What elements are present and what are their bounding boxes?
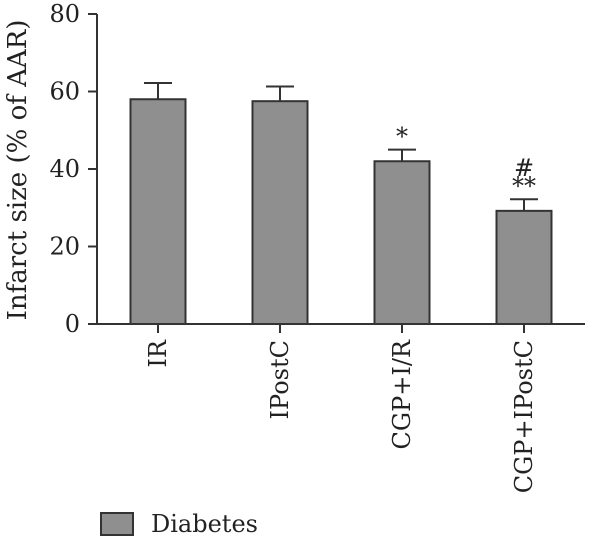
legend-label-diabetes: Diabetes — [151, 510, 258, 538]
significance-marker: * — [396, 123, 408, 151]
x-axis — [97, 323, 585, 333]
y-tick-label: 20 — [49, 233, 80, 261]
y-tick-label: 40 — [49, 155, 80, 183]
significance-marker: ** — [512, 172, 536, 200]
legend-swatch-diabetes — [100, 512, 134, 536]
y-tick-label: 80 — [49, 0, 80, 28]
bars: ***# — [129, 81, 553, 326]
x-tick-label: CGP+IPostC — [510, 340, 538, 493]
x-tick-label: CGP+I/R — [388, 339, 416, 449]
legend: Diabetes — [100, 510, 258, 538]
bar-cgp-ipostc — [495, 209, 553, 326]
significance-marker: # — [514, 154, 534, 182]
y-axis: 0 20 40 60 80 — [49, 0, 98, 338]
y-tick-label: 60 — [49, 78, 80, 106]
y-axis-label: Infarct size (% of AAR) — [3, 20, 33, 321]
bar-ipostc — [251, 100, 309, 325]
y-tick-label: 0 — [65, 310, 80, 338]
bar-cgp-i-r — [373, 160, 431, 325]
x-tick-labels: IR IPostC CGP+I/R CGP+IPostC — [144, 339, 538, 493]
x-tick-label: IR — [144, 339, 172, 367]
x-tick-label: IPostC — [266, 340, 294, 419]
bar-ir — [129, 98, 187, 325]
